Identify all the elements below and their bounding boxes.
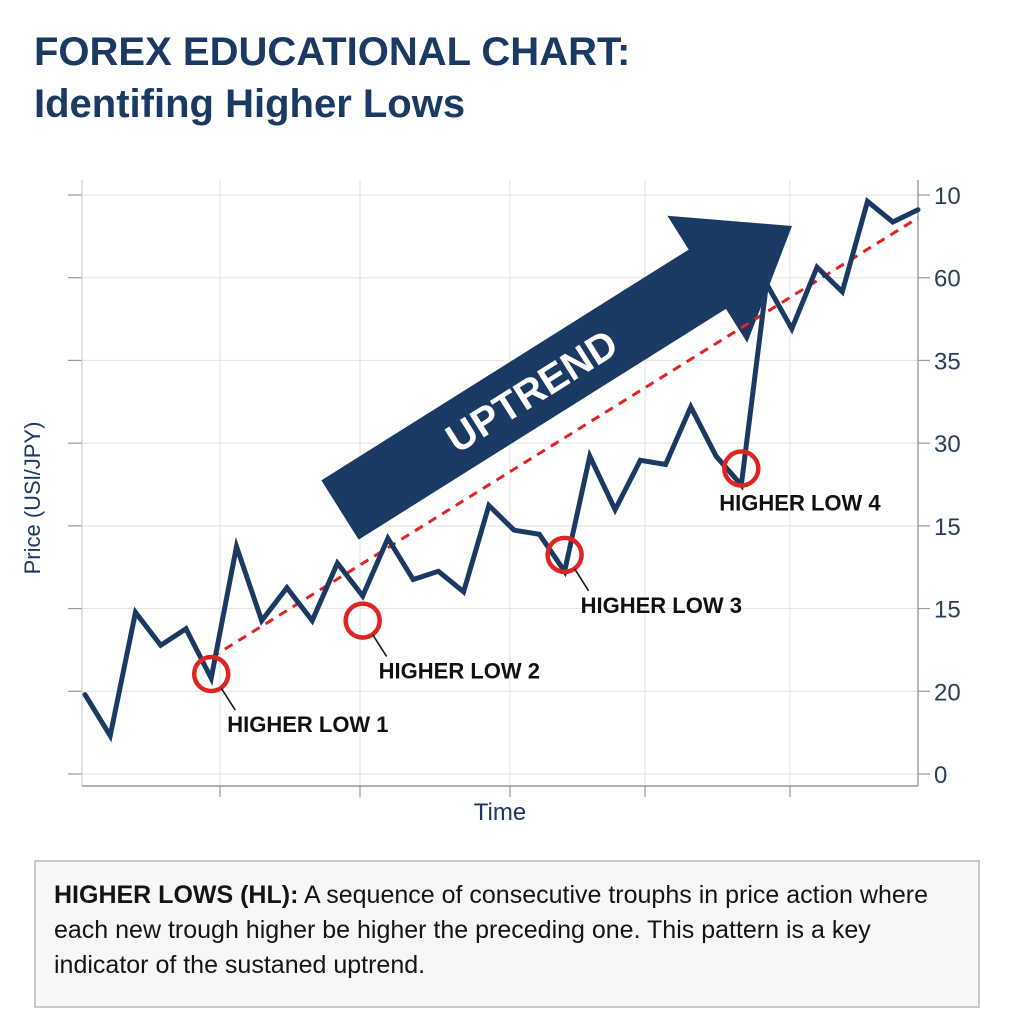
title-line-2: Identifing Higher Lows xyxy=(34,82,466,126)
higher-low-label: HIGHER LOW 3 xyxy=(581,593,742,618)
higher-low-leader xyxy=(220,687,236,711)
definition-text: A sequence of consecutive trouphs in pri… xyxy=(54,881,928,979)
trendline-group xyxy=(210,216,919,659)
higher-low-label: HIGHER LOW 4 xyxy=(719,491,881,516)
y-axis-label: Price (USl/JPY) xyxy=(20,422,45,575)
x-axis-label: Time xyxy=(474,799,526,826)
higher-low-marker xyxy=(722,449,761,488)
y-tick-label: 0 xyxy=(934,762,947,789)
higher-low-marker xyxy=(545,535,584,575)
uptrend-arrow-shape xyxy=(321,215,793,540)
y-tick-label: 15 xyxy=(934,514,961,541)
definition-box: HIGHER LOWS (HL): A sequence of consecut… xyxy=(34,860,980,1008)
y-tick-label: 35 xyxy=(934,348,961,375)
higher-low-label: HIGHER LOW 2 xyxy=(379,659,540,684)
higher-low-marker xyxy=(191,654,231,694)
y-tick-label: 30 xyxy=(934,431,961,458)
y-tick-label: 15 xyxy=(934,597,961,624)
y-tick-label: 20 xyxy=(934,679,961,706)
y-tick-label: 60 xyxy=(934,266,961,293)
price-series-line xyxy=(82,197,921,743)
trendline xyxy=(210,216,919,659)
definition-term: HIGHER LOWS (HL): xyxy=(54,881,299,909)
higher-low-leader xyxy=(371,634,388,658)
chart-grid xyxy=(70,180,918,786)
price-series-group xyxy=(82,197,921,743)
annotations-group: HIGHER LOW 1 HIGHER LOW 2 HIGHER LOW 3 HIGH… xyxy=(191,449,881,737)
higher-low-marker xyxy=(343,601,382,640)
y-tick-label: 10 xyxy=(934,183,961,210)
title-line-1: FOREX EDUCATIONAL CHART: xyxy=(34,30,631,74)
higher-low-label: HIGHER LOW 1 xyxy=(227,712,388,737)
higher-low-leader xyxy=(573,568,590,592)
page-title: FOREX EDUCATIONAL CHART: Identifing High… xyxy=(34,26,630,130)
chart-axes: 0 20 15 15 30 35 60 10 xyxy=(68,180,961,797)
